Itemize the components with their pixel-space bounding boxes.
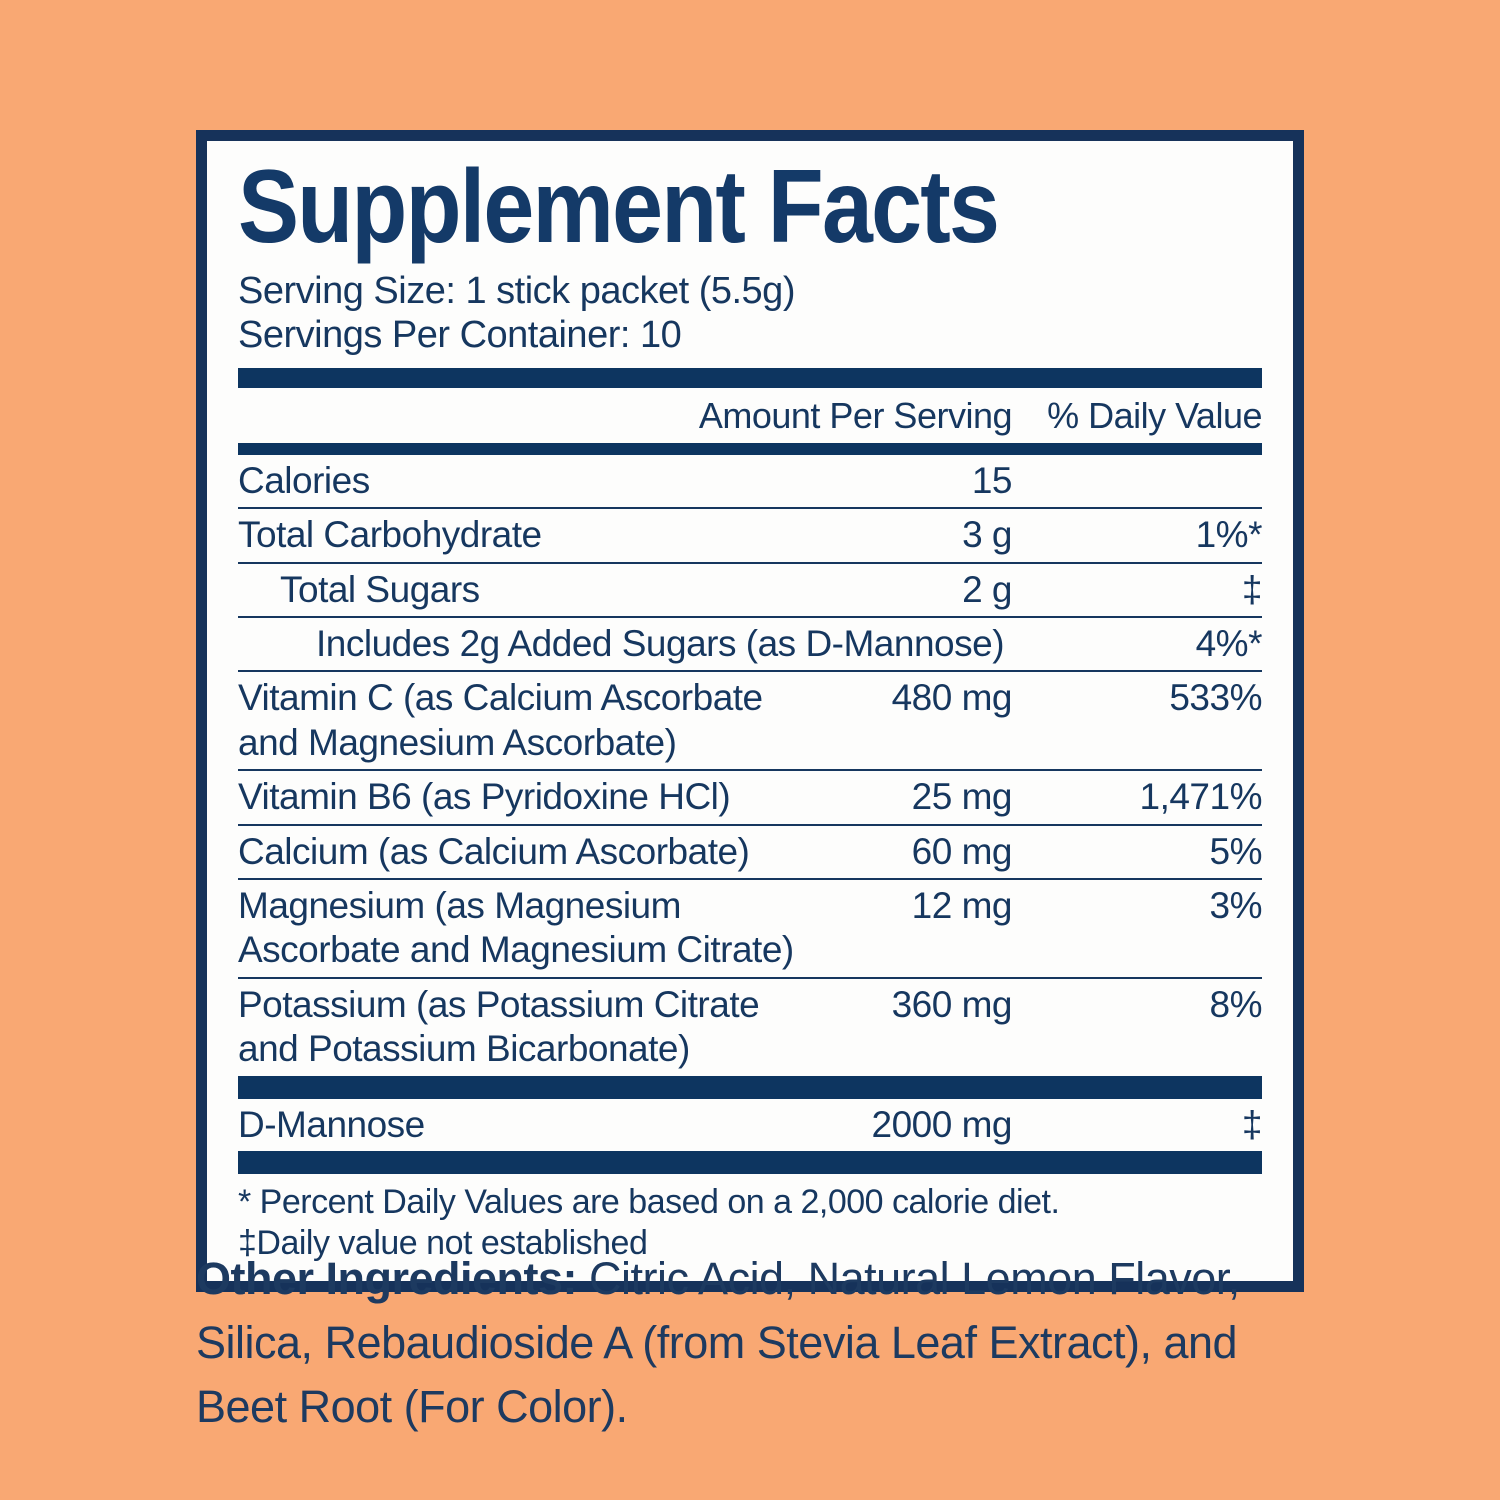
supplement-facts-panel: Supplement Facts Serving Size: 1 stick p… <box>196 130 1304 1293</box>
servings-per-container: Servings Per Container: 10 <box>238 314 682 357</box>
nutrient-name: Vitamin B6 (as Pyridoxine HCl) <box>238 776 731 818</box>
column-header-amount: Amount Per Serving <box>698 394 1013 436</box>
nutrient-name: Total Carbohydrate <box>238 514 542 556</box>
nutrient-daily-value: 8% <box>1209 983 1263 1025</box>
daily-value-footnotes: * Percent Daily Values are based on a 2,… <box>238 1182 1060 1262</box>
nutrient-daily-value: 1,471% <box>1139 776 1263 818</box>
nutrient-name: Calories <box>238 459 370 501</box>
nutrient-name: Includes 2g Added Sugars (as D-Mannose) <box>316 622 1005 664</box>
serving-info: Serving Size: 1 stick packet (5.5g) Serv… <box>238 269 1262 358</box>
divider-bar-top <box>238 367 1262 388</box>
supplement-facts-title: Supplement Facts <box>238 149 1000 265</box>
table-row-potassium: Potassium (as Potassium Citrate and Pota… <box>238 979 1263 1076</box>
other-ingredients-text: Citric Acid, Natural Lemon Flavor, Silic… <box>196 1253 1240 1432</box>
nutrient-amount: 2 g <box>962 568 1012 610</box>
divider-bar-header <box>238 442 1262 455</box>
nutrient-amount: 15 <box>971 459 1013 501</box>
nutrient-name: D-Mannose <box>238 1103 425 1145</box>
nutrient-amount: 12 mg <box>911 884 1013 926</box>
divider-bar-dmannose-bottom <box>238 1150 1262 1174</box>
table-row-vitamin-b6: Vitamin B6 (as Pyridoxine HCl) 25 mg 1,4… <box>238 771 1263 826</box>
nutrient-name: Calcium (as Calcium Ascorbate) <box>238 830 750 872</box>
table-row-vitamin-c: Vitamin C (as Calcium Ascorbate and Magn… <box>238 672 1263 772</box>
nutrient-amount: 480 mg <box>891 677 1013 719</box>
serving-size: Serving Size: 1 stick packet (5.5g) <box>238 269 795 312</box>
other-ingredients: Other Ingredients: Citric Acid, Natural … <box>196 1247 1416 1439</box>
nutrient-daily-value: 1%* <box>1195 514 1263 556</box>
nutrient-name: Potassium (as Potassium Citrate and Pota… <box>238 983 760 1070</box>
nutrient-daily-value: 5% <box>1209 830 1263 872</box>
nutrient-daily-value: ‡ <box>1241 568 1263 610</box>
table-row-dmannose: D-Mannose 2000 mg ‡ <box>238 1099 1263 1151</box>
nutrient-name: Magnesium (as Magnesium Ascorbate and Ma… <box>238 884 794 971</box>
table-row-total-carbohydrate: Total Carbohydrate 3 g 1%* <box>238 509 1263 564</box>
table-row-calories: Calories 15 <box>238 455 1262 510</box>
table-row-calcium: Calcium (as Calcium Ascorbate) 60 mg 5% <box>238 826 1263 880</box>
nutrient-amount: 3 g <box>962 514 1012 556</box>
table-row-total-sugars: Total Sugars 2 g ‡ <box>238 564 1263 618</box>
table-row-magnesium: Magnesium (as Magnesium Ascorbate and Ma… <box>238 880 1263 979</box>
nutrient-daily-value: 3% <box>1209 884 1263 926</box>
nutrient-name: Total Sugars <box>280 568 480 610</box>
nutrient-daily-value: ‡ <box>1241 1103 1263 1145</box>
nutrient-amount: 60 mg <box>911 830 1013 872</box>
other-ingredients-label: Other Ingredients: <box>196 1253 578 1304</box>
divider-bar-dmannose-top <box>238 1075 1262 1099</box>
nutrient-amount: 2000 mg <box>871 1103 1013 1145</box>
column-header-daily-value: % Daily Value <box>1047 394 1262 436</box>
nutrient-amount: 360 mg <box>891 983 1013 1025</box>
table-row-added-sugars: Includes 2g Added Sugars (as D-Mannose) … <box>238 618 1263 673</box>
nutrient-name: Vitamin C (as Calcium Ascorbate and Magn… <box>238 677 763 763</box>
nutrient-amount: 25 mg <box>911 776 1013 818</box>
nutrient-daily-value: 4%* <box>1195 622 1263 664</box>
nutrient-daily-value: 533% <box>1169 677 1262 719</box>
table-header-row: Amount Per Serving % Daily Value <box>238 388 1263 443</box>
